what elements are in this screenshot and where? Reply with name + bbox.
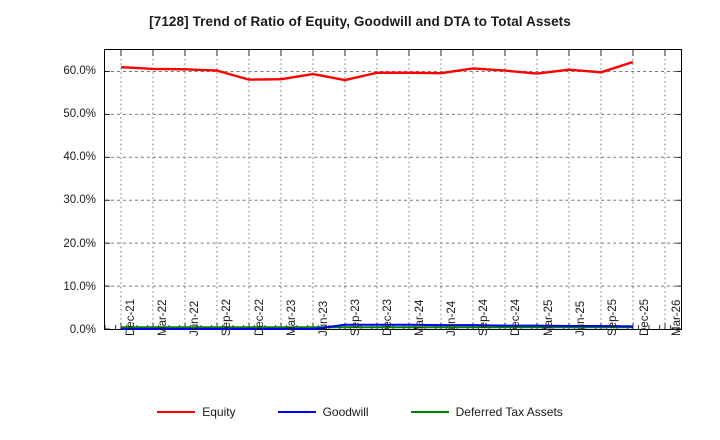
x-axis-tick-label: Dec-25: [638, 298, 651, 336]
y-axis-tick-label: 50.0%: [63, 107, 96, 120]
x-axis-tick-label: Jun-24: [446, 300, 459, 336]
y-axis-tick-label: 30.0%: [63, 194, 96, 207]
y-axis-tick-label: 0.0%: [69, 324, 96, 336]
series-line-goodwill: [120, 323, 634, 330]
legend-line-icon: [157, 411, 196, 413]
y-axis-tick-label: 10.0%: [63, 280, 96, 293]
x-axis-tick-label: Mar-25: [542, 299, 555, 336]
gridlines: [104, 50, 681, 330]
legend-line-icon: [277, 411, 316, 413]
x-axis-tick-label: Sep-22: [221, 298, 234, 336]
x-axis-tick-label: Jun-25: [574, 300, 587, 336]
x-axis-tick-label: Jun-23: [317, 300, 330, 336]
chart-legend: Equity Goodwill Deferred Tax Assets: [0, 405, 720, 419]
x-axis-tick-label: Mar-22: [157, 299, 170, 336]
x-axis-tick-label: Sep-23: [349, 298, 362, 336]
x-axis-tick-label: Jun-22: [189, 300, 202, 336]
x-axis-tick-label: Mar-23: [285, 299, 298, 336]
legend-line-icon: [410, 411, 449, 413]
x-axis-tick-label: Sep-25: [606, 298, 619, 336]
y-axis-tick-label: 60.0%: [63, 64, 96, 77]
series-line-equity: [120, 60, 634, 82]
x-axis-tick-label: Dec-24: [510, 298, 523, 336]
legend-item-deferred-tax-assets[interactable]: Deferred Tax Assets: [410, 405, 563, 419]
legend-label: Equity: [202, 405, 236, 419]
legend-label: Goodwill: [322, 405, 369, 419]
x-axis-tick-label: Sep-24: [478, 298, 491, 336]
x-axis-tick-label: Mar-24: [414, 299, 427, 336]
legend-item-goodwill[interactable]: Goodwill: [277, 405, 369, 419]
x-axis-tick-label: Dec-23: [381, 298, 394, 336]
legend-item-equity[interactable]: Equity: [157, 405, 236, 419]
x-axis-tick-label: Dec-21: [125, 298, 138, 336]
y-axis-tick-label: 40.0%: [63, 151, 96, 164]
y-axis-tick-label: 20.0%: [63, 237, 96, 250]
legend-label: Deferred Tax Assets: [455, 405, 563, 419]
data-series-layer: [120, 60, 634, 330]
page-title: [7128] Trend of Ratio of Equity, Goodwil…: [149, 14, 571, 29]
x-axis-tick-label: Dec-22: [253, 298, 266, 336]
x-axis-tick-label: Mar-26: [670, 299, 683, 336]
plot-area: [104, 49, 682, 330]
